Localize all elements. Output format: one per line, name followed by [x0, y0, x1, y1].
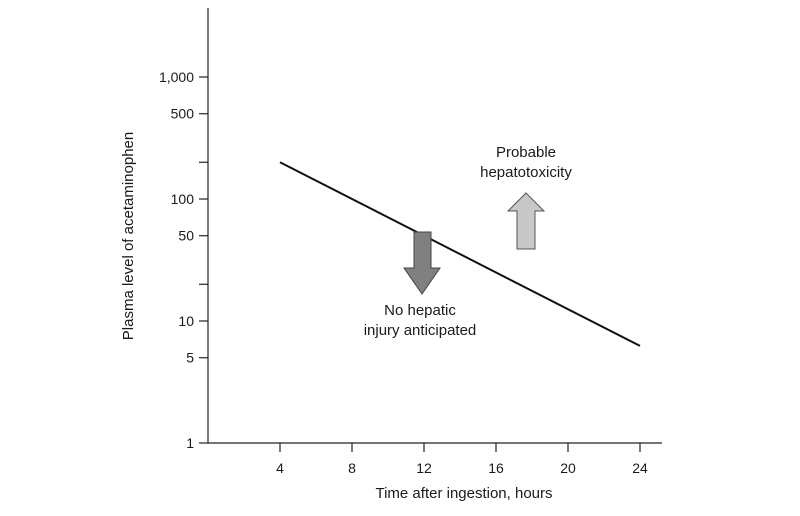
annotation-probable-hepatotoxicity: Probable hepatotoxicity [480, 144, 572, 250]
annotation-down-line-2: injury anticipated [364, 322, 477, 339]
y-tick-label: 5 [186, 350, 194, 366]
x-tick-label: 8 [348, 460, 356, 476]
x-tick-label: 12 [416, 460, 432, 476]
series-group [279, 161, 641, 347]
x-axis-title: Time after ingestion, hours [375, 485, 552, 502]
axes [207, 8, 662, 444]
x-ticks: 4 8 12 16 20 24 [276, 443, 648, 476]
x-tick-label: 4 [276, 460, 284, 476]
arrow-down-icon [403, 231, 441, 295]
x-tick-label: 20 [560, 460, 576, 476]
y-ticks: 1 5 10 50 100 500 1,000 [159, 69, 208, 451]
y-axis-title: Plasma level of acetaminophen [120, 132, 137, 340]
y-tick-label: 1 [186, 435, 194, 451]
arrow-up-icon [506, 192, 546, 250]
y-tick-label: 500 [171, 106, 195, 122]
annotation-up-line-1: Probable [496, 144, 556, 161]
threshold-line [279, 161, 641, 347]
x-tick-label: 16 [488, 460, 504, 476]
x-tick-label: 24 [632, 460, 648, 476]
y-tick-label: 10 [178, 313, 194, 329]
y-tick-label: 1,000 [159, 69, 194, 85]
y-tick-label: 100 [171, 191, 195, 207]
y-tick-label: 50 [178, 228, 194, 244]
annotation-down-line-1: No hepatic [384, 302, 456, 319]
annotation-no-hepatic-injury: No hepatic injury anticipated [364, 231, 477, 339]
annotation-up-line-2: hepatotoxicity [480, 164, 572, 181]
